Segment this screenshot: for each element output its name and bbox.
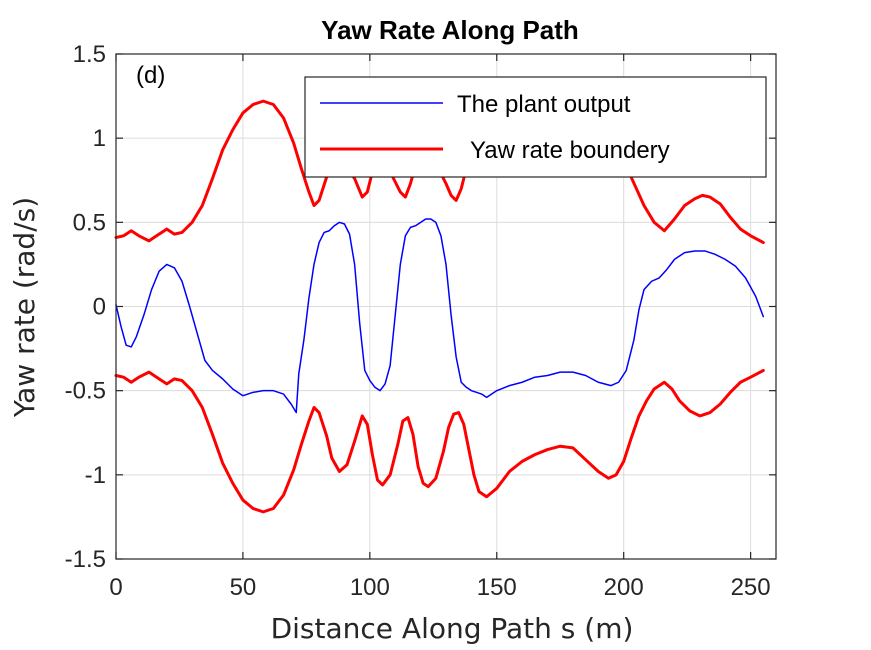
x-tick-label: 150 [477, 574, 517, 601]
x-tick-label: 250 [731, 574, 771, 601]
y-tick-label: -0.5 [65, 378, 106, 405]
x-tick-label: 0 [109, 574, 122, 601]
legend: The plant output Yaw rate boundery [304, 76, 767, 178]
chart-title: Yaw Rate Along Path [321, 15, 579, 45]
y-tick-label: -1 [85, 462, 106, 489]
y-tick-label: 0.5 [73, 209, 106, 236]
axis-ticks: 0 50 100 150 200 250 -1.5 -1 -0.5 0 0.5 1 1.5 [65, 41, 776, 601]
legend-label-plant-output: The plant output [457, 91, 631, 118]
series-line-plant-output [115, 218, 765, 414]
y-tick-label: 1.5 [73, 41, 106, 68]
legend-box [304, 76, 767, 178]
x-tick-label: 100 [350, 574, 390, 601]
y-tick-label: 0 [93, 294, 106, 321]
x-tick-label: 200 [604, 574, 644, 601]
x-tick-label: 50 [230, 574, 257, 601]
y-axis-label: Yaw rate (rad/s) [8, 197, 41, 418]
series-line-boundary-lower [114, 368, 765, 514]
y-tick-label: -1.5 [65, 546, 106, 573]
x-axis-label: Distance Along Path s (m) [271, 612, 634, 645]
legend-label-yaw-rate-boundery: Yaw rate boundery [470, 137, 670, 164]
y-tick-label: 1 [93, 125, 106, 152]
panel-label: (d) [136, 62, 165, 89]
